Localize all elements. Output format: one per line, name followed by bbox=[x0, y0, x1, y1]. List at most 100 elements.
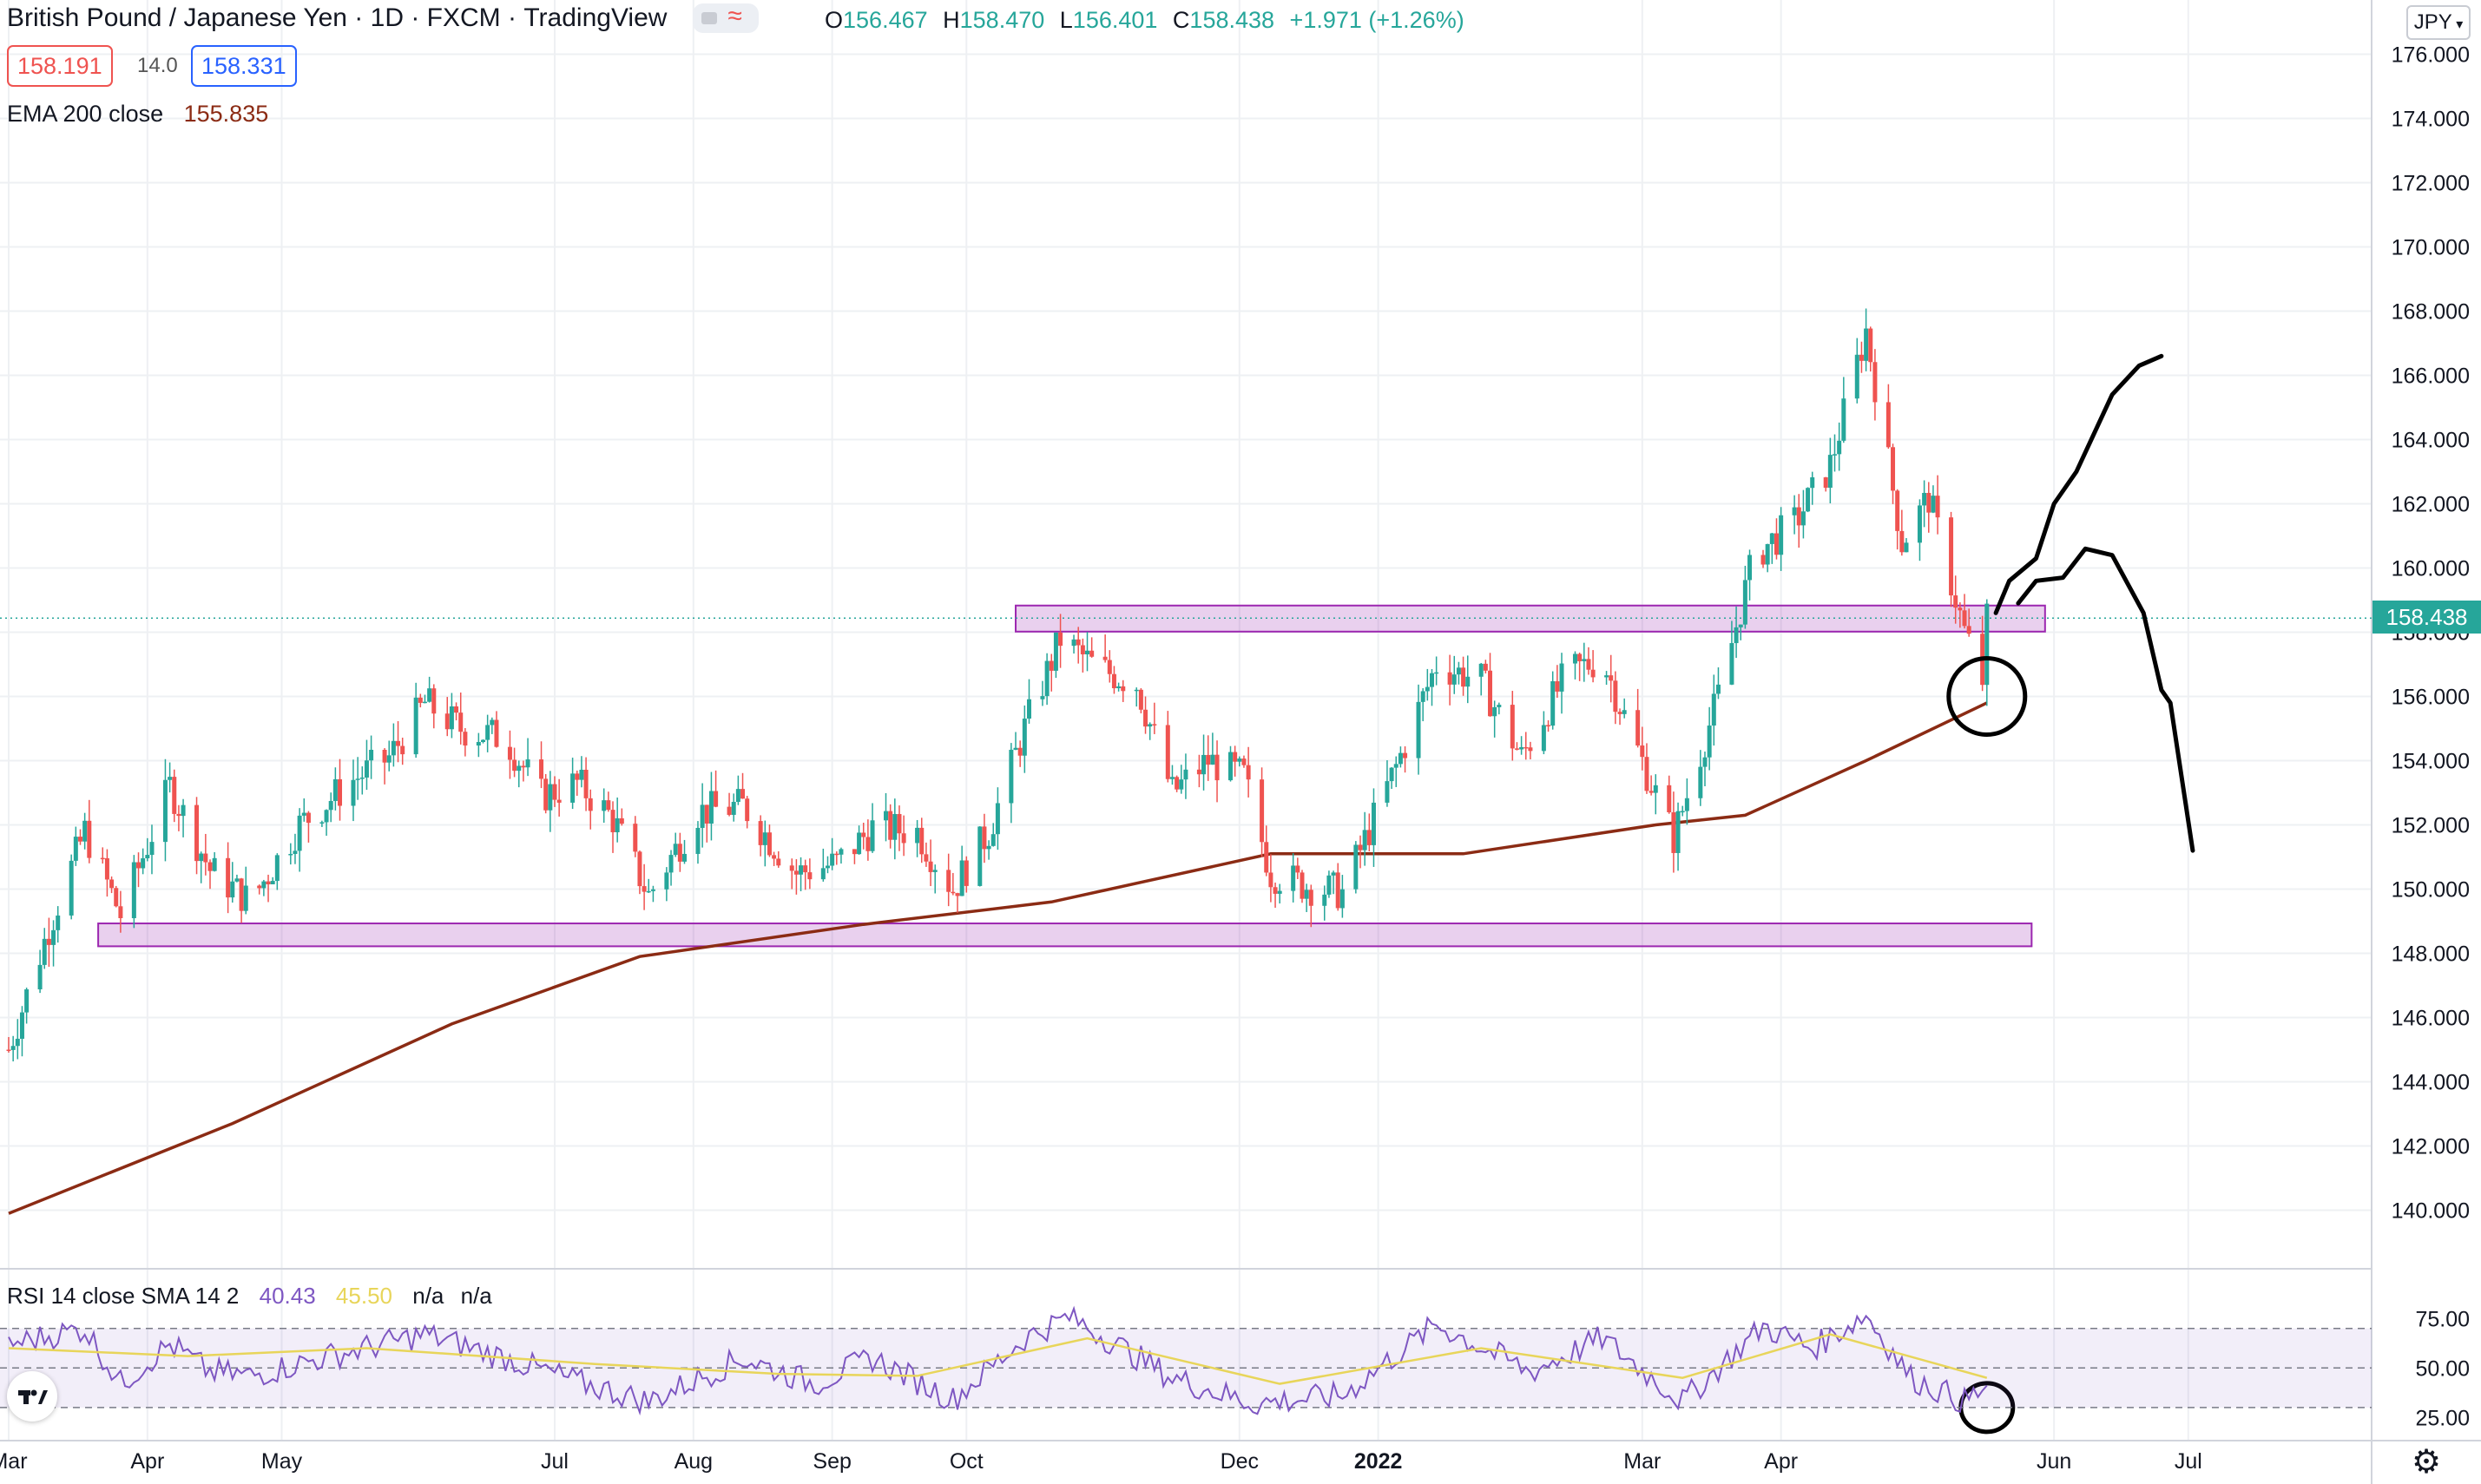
highlight-circle bbox=[1946, 656, 2028, 737]
candle-body bbox=[176, 813, 181, 817]
candle-body bbox=[1617, 712, 1622, 714]
candle-body bbox=[888, 811, 893, 840]
candle-body bbox=[181, 804, 186, 817]
candle-body bbox=[1792, 507, 1797, 515]
candle-body bbox=[145, 855, 150, 859]
candle-body bbox=[1796, 507, 1801, 526]
candle-body bbox=[1519, 746, 1524, 750]
candle-body bbox=[1891, 447, 1896, 491]
rsi-line bbox=[8, 1305, 1988, 1416]
candle-body bbox=[226, 857, 231, 898]
candle-body bbox=[306, 812, 311, 824]
rsi-legend[interactable]: RSI 14 close SMA 14 2 40.43 45.50 n/a n/… bbox=[7, 1283, 503, 1310]
candle-body bbox=[10, 1046, 16, 1050]
candle-body bbox=[1175, 777, 1180, 790]
candle-body bbox=[1233, 752, 1238, 762]
candle-body bbox=[359, 777, 365, 779]
candle-body bbox=[1138, 689, 1143, 710]
candle-body bbox=[230, 881, 235, 898]
tradingview-logo-icon[interactable] bbox=[7, 1371, 57, 1422]
candle-body bbox=[1649, 791, 1654, 793]
candle-body bbox=[1541, 725, 1546, 752]
candle-body bbox=[1134, 689, 1139, 692]
ema-polyline bbox=[8, 701, 1988, 1215]
candle-body bbox=[1461, 667, 1466, 687]
candle-body bbox=[131, 862, 136, 918]
rsi-na-1: n/a bbox=[412, 1283, 444, 1309]
candle-body bbox=[1425, 686, 1430, 692]
platform-label: TradingView bbox=[523, 3, 668, 32]
interval-label[interactable]: 1D bbox=[370, 3, 404, 32]
ema-200-line bbox=[0, 617, 2372, 1215]
candle-body bbox=[1291, 865, 1296, 891]
candle-body bbox=[1331, 872, 1336, 876]
rsi-tick-label: 50.00 bbox=[2415, 1356, 2470, 1381]
chart-header: British Pound / Japanese Yen · 1D · FXCM… bbox=[7, 2, 760, 33]
rsi-ma-line bbox=[8, 1333, 1988, 1385]
candle-body bbox=[82, 820, 88, 842]
buy-button[interactable]: 158.331 bbox=[191, 45, 297, 87]
candle-body bbox=[704, 804, 709, 824]
candle-body bbox=[615, 818, 620, 833]
currency-selector[interactable]: JPY ▾ bbox=[2406, 5, 2471, 40]
candle-body bbox=[1492, 706, 1497, 717]
candle-body bbox=[288, 854, 293, 856]
candle-body bbox=[1872, 362, 1878, 403]
candle-body bbox=[897, 814, 902, 834]
price-tick-label: 146.000 bbox=[2392, 1007, 2470, 1031]
candle-body bbox=[870, 820, 875, 851]
candle-body bbox=[351, 779, 356, 806]
candle-body bbox=[901, 833, 906, 844]
candle-body bbox=[51, 929, 56, 945]
candle-body bbox=[1013, 747, 1018, 750]
symbol-title[interactable]: British Pound / Japanese Yen bbox=[7, 3, 347, 32]
time-tick-label: Aug bbox=[675, 1449, 713, 1474]
candle-body bbox=[619, 818, 624, 824]
candle-body bbox=[830, 853, 835, 866]
candle-body bbox=[118, 906, 123, 918]
candle-body bbox=[400, 745, 405, 755]
candle-body bbox=[338, 778, 343, 806]
price-tick-label: 162.000 bbox=[2392, 493, 2470, 517]
candle-body bbox=[762, 832, 767, 845]
candle-body bbox=[444, 713, 450, 730]
candle-body bbox=[1810, 477, 1815, 489]
ema-legend[interactable]: EMA 200 close 155.835 bbox=[7, 101, 268, 128]
rsi-sma-value: 45.50 bbox=[335, 1283, 392, 1309]
candle-body bbox=[266, 881, 271, 884]
candle-body bbox=[458, 712, 464, 732]
separator: · bbox=[404, 3, 427, 32]
candle-body bbox=[1206, 754, 1211, 765]
projection-line bbox=[2016, 546, 2195, 853]
candle-body bbox=[1111, 673, 1116, 689]
candle-body bbox=[1550, 681, 1556, 726]
candle-body bbox=[114, 888, 119, 907]
candle-body bbox=[1899, 530, 1905, 553]
candle-body bbox=[261, 881, 267, 889]
price-tick-label: 164.000 bbox=[2392, 429, 2470, 453]
candle-body bbox=[1590, 669, 1596, 678]
wave-icon: ≈ bbox=[727, 2, 742, 30]
candle-body bbox=[664, 872, 669, 890]
candle-body bbox=[431, 688, 437, 714]
price-tick-label: 172.000 bbox=[2392, 172, 2470, 196]
exchange-label: FXCM bbox=[426, 3, 501, 32]
candle-body bbox=[1121, 686, 1126, 692]
sell-button[interactable]: 158.191 bbox=[7, 45, 113, 87]
candle-body bbox=[328, 800, 333, 811]
candle-body bbox=[1707, 726, 1712, 758]
zone-rect bbox=[1015, 604, 2046, 633]
candle-body bbox=[1009, 749, 1014, 804]
candle-body bbox=[1260, 779, 1265, 843]
candle-body bbox=[42, 938, 47, 965]
candle-body bbox=[839, 849, 844, 855]
market-status-pill[interactable]: ≈ bbox=[693, 2, 760, 33]
open-value: 156.467 bbox=[843, 7, 928, 33]
candle-body bbox=[951, 891, 956, 894]
price-tick-label: 176.000 bbox=[2392, 43, 2470, 68]
gear-icon[interactable]: ⚙ bbox=[2412, 1444, 2442, 1481]
candle-body bbox=[1667, 785, 1672, 812]
ohlc-values: O156.467 H158.470 L156.401 C158.438 +1.9… bbox=[825, 7, 1473, 34]
